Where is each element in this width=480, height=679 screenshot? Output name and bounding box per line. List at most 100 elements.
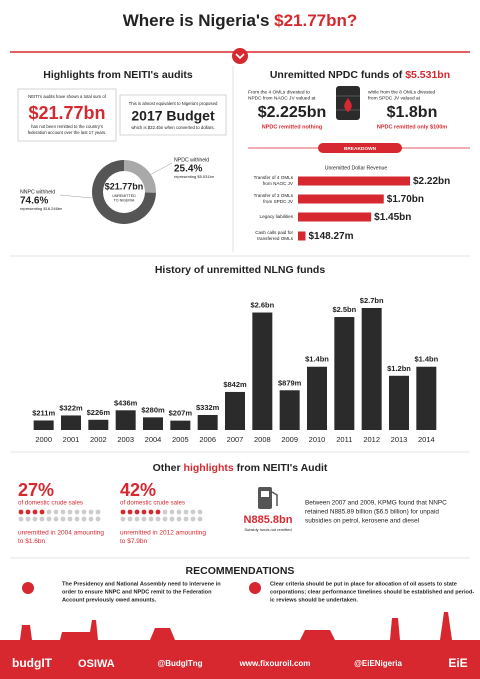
rec-icon <box>249 582 261 594</box>
dot <box>74 509 80 515</box>
dot <box>39 509 45 515</box>
dot <box>88 516 94 522</box>
stat-label: of domestic crude sales <box>120 500 185 507</box>
pump <box>258 487 272 509</box>
dot <box>197 516 203 522</box>
section-heading: Other highlights from NEITI's Audit <box>153 462 328 474</box>
body-text: Between 2007 and 2009, KPMG found that N… <box>305 500 447 507</box>
heading-text: Other <box>153 462 181 474</box>
stat-label: of domestic crude sales <box>18 500 83 507</box>
footer-item: EiE <box>448 656 467 670</box>
bar <box>334 317 355 430</box>
category-label: Transfer of 4 OMLs <box>254 175 294 180</box>
dot <box>197 509 203 515</box>
heading-highlight: highlights <box>184 462 234 474</box>
dot <box>53 516 59 522</box>
box-amount: 2017 Budget <box>131 108 215 124</box>
data-label: $2.7bn <box>360 296 384 305</box>
bar <box>307 366 327 430</box>
category-label: transferred OMLs <box>257 236 293 241</box>
category-label: Transfer of 3 OMLs <box>254 193 294 198</box>
rec-text: ic reviews should be undertaken. <box>270 597 358 603</box>
data-label: $280m <box>141 405 165 414</box>
bar <box>115 410 136 430</box>
dot <box>176 509 182 515</box>
data-label: $1.70bn <box>387 194 424 205</box>
dot <box>190 516 196 522</box>
subsidy-note: Subsidy funds not remitted <box>244 527 291 532</box>
bar <box>298 212 372 222</box>
dot <box>46 509 52 515</box>
x-tick-label: 2002 <box>90 435 107 444</box>
data-label: 74.6% <box>20 196 48 207</box>
note: NPDC remitted nothing <box>262 124 323 130</box>
box-text: This is almost equivalent to Nigeria's p… <box>129 101 218 106</box>
bar <box>279 390 300 430</box>
data-label: $2.22bn <box>413 176 450 187</box>
data-label: $148.27m <box>308 231 353 242</box>
pill-label: BREAKDOWN <box>344 146 377 152</box>
footer-item: @BudgITng <box>157 659 202 668</box>
section-heading: Highlights from NEITI's audits <box>43 69 193 81</box>
data-label: $879m <box>278 378 302 387</box>
dot <box>190 509 196 515</box>
legend-label: NNPC withheld <box>20 189 55 195</box>
heading-text: from NEITI's Audit <box>237 462 328 474</box>
dot <box>155 509 161 515</box>
heading-highlight: $5.531bn <box>405 69 450 81</box>
category-label: Legacy liabilities <box>260 214 294 219</box>
title-highlight: $21.77bn? <box>274 11 357 30</box>
category-label: from SPDC JV <box>263 199 294 204</box>
stat-text: to $1.6bn <box>18 538 45 545</box>
bar <box>298 176 410 186</box>
pie-slice <box>124 160 157 193</box>
data-label: $226m <box>87 408 111 417</box>
dot <box>74 516 80 522</box>
data-label: $2.5bn <box>332 305 356 314</box>
data-label: $2.6bn <box>250 301 274 310</box>
bar <box>33 420 54 430</box>
rec-text: order to ensure NNPC and NPDC remit to t… <box>62 589 212 595</box>
oil-drop <box>344 98 352 112</box>
data-label: $207m <box>169 409 193 418</box>
x-tick-label: 2011 <box>336 435 352 444</box>
dot <box>18 516 24 522</box>
barrel-icon <box>336 86 360 120</box>
chevron-badge <box>232 48 248 64</box>
x-tick-label: 2006 <box>199 435 216 444</box>
dot <box>176 516 182 522</box>
bar <box>416 366 437 430</box>
box <box>17 88 117 142</box>
dot <box>134 509 140 515</box>
amount: $2.225bn <box>258 104 326 121</box>
bar <box>252 312 273 430</box>
pump-icon <box>258 487 278 509</box>
dot <box>32 516 38 522</box>
footer-item: @EiENigeria <box>354 659 402 668</box>
box-text: has not been remitted to the country's <box>31 124 103 129</box>
legend-label: NPDC withheld <box>174 157 209 163</box>
rec-icon <box>22 582 34 594</box>
footer-item: www.fixouroil.com <box>239 659 311 668</box>
title: Where is Nigeria's $21.77bn? <box>123 11 358 30</box>
dot <box>32 509 38 515</box>
dot <box>155 516 161 522</box>
box <box>119 94 227 136</box>
data-label: $1.4bn <box>414 355 438 364</box>
chart-title: Unremitted Dollar Revenue <box>325 165 388 171</box>
dot <box>127 509 133 515</box>
pump-hose <box>271 491 278 506</box>
pump-window <box>261 491 269 497</box>
dot <box>88 509 94 515</box>
dot <box>81 509 87 515</box>
dot <box>162 516 168 522</box>
footer <box>0 648 480 679</box>
dot <box>95 516 101 522</box>
title-text: Where is Nigeria's <box>123 11 270 30</box>
footer-item: budgIT <box>12 656 53 670</box>
rec-text: Account previously owed amounts. <box>62 597 157 603</box>
stat-text: unremitted in 2004 amounting <box>18 530 104 537</box>
connector <box>149 162 173 176</box>
x-tick-label: 2001 <box>63 435 80 444</box>
body-text: from SPDC JV valued at <box>368 95 421 101</box>
